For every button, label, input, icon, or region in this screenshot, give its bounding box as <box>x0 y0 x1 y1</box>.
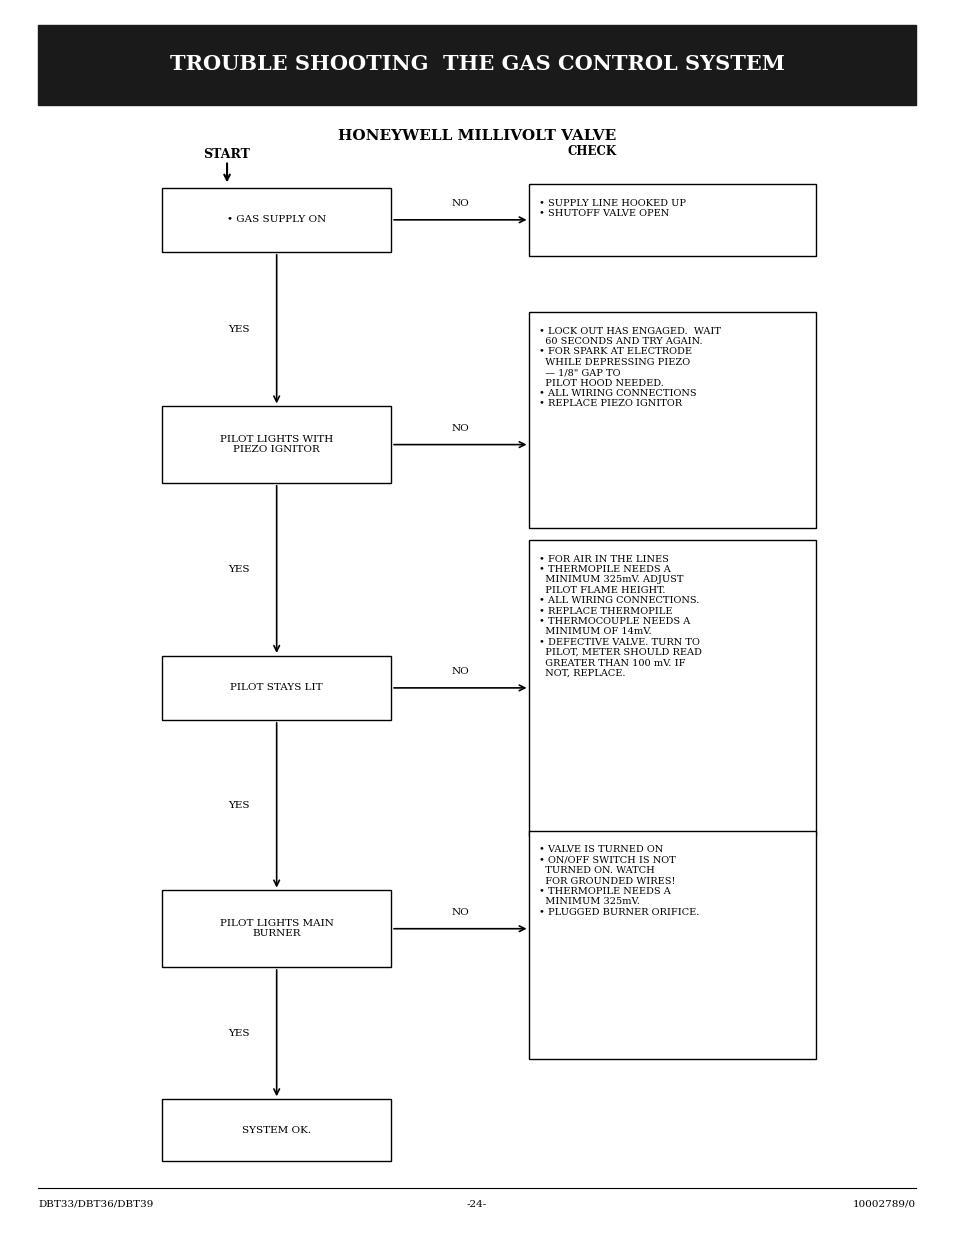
Text: • VALVE IS TURNED ON
• ON/OFF SWITCH IS NOT
  TURNED ON. WATCH
  FOR GROUNDED WI: • VALVE IS TURNED ON • ON/OFF SWITCH IS … <box>538 846 699 916</box>
Text: START: START <box>203 148 251 161</box>
Text: YES: YES <box>228 325 249 333</box>
FancyBboxPatch shape <box>529 312 815 529</box>
Text: -24-: -24- <box>466 1199 487 1209</box>
Text: • LOCK OUT HAS ENGAGED.  WAIT
  60 SECONDS AND TRY AGAIN.
• FOR SPARK AT ELECTRO: • LOCK OUT HAS ENGAGED. WAIT 60 SECONDS … <box>538 326 720 409</box>
Text: DBT33/DBT36/DBT39: DBT33/DBT36/DBT39 <box>38 1199 153 1209</box>
Text: PILOT STAYS LIT: PILOT STAYS LIT <box>230 683 323 693</box>
Text: SYSTEM OK.: SYSTEM OK. <box>242 1125 311 1135</box>
FancyBboxPatch shape <box>162 406 391 483</box>
Text: PILOT LIGHTS MAIN
BURNER: PILOT LIGHTS MAIN BURNER <box>219 919 334 939</box>
Text: YES: YES <box>228 564 249 574</box>
Text: • GAS SUPPLY ON: • GAS SUPPLY ON <box>227 215 326 225</box>
FancyBboxPatch shape <box>162 890 391 967</box>
FancyBboxPatch shape <box>529 184 815 256</box>
Text: NO: NO <box>451 667 469 677</box>
FancyBboxPatch shape <box>162 1099 391 1161</box>
Text: 10002789/0: 10002789/0 <box>852 1199 915 1209</box>
FancyBboxPatch shape <box>38 25 915 105</box>
Text: TROUBLE SHOOTING  THE GAS CONTROL SYSTEM: TROUBLE SHOOTING THE GAS CONTROL SYSTEM <box>170 54 783 74</box>
FancyBboxPatch shape <box>162 656 391 720</box>
Text: PILOT LIGHTS WITH
PIEZO IGNITOR: PILOT LIGHTS WITH PIEZO IGNITOR <box>220 435 333 454</box>
Text: NO: NO <box>451 199 469 209</box>
Text: CHECK: CHECK <box>567 146 616 158</box>
Text: • FOR AIR IN THE LINES
• THERMOPILE NEEDS A
  MINIMUM 325mV. ADJUST
  PILOT FLAM: • FOR AIR IN THE LINES • THERMOPILE NEED… <box>538 555 701 678</box>
FancyBboxPatch shape <box>529 830 815 1060</box>
FancyBboxPatch shape <box>162 188 391 252</box>
FancyBboxPatch shape <box>529 540 815 836</box>
Text: • SUPPLY LINE HOOKED UP
• SHUTOFF VALVE OPEN: • SUPPLY LINE HOOKED UP • SHUTOFF VALVE … <box>538 199 685 219</box>
Text: NO: NO <box>451 908 469 918</box>
Text: YES: YES <box>228 800 249 810</box>
Text: HONEYWELL MILLIVOLT VALVE: HONEYWELL MILLIVOLT VALVE <box>337 128 616 143</box>
Text: YES: YES <box>228 1029 249 1037</box>
Text: NO: NO <box>451 424 469 433</box>
